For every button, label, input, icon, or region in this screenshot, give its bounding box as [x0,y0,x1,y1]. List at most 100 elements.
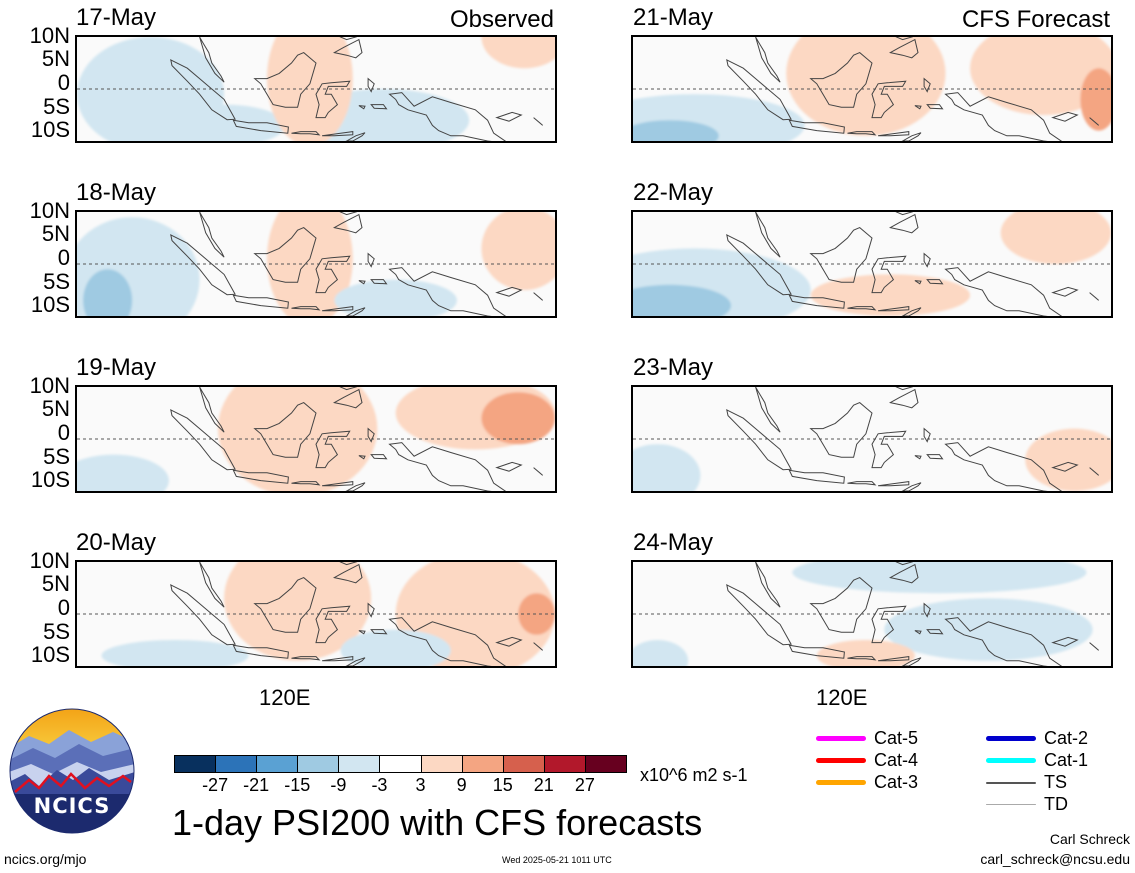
coastline [871,255,907,294]
colorbar-units: x10^6 m2 s-1 [640,765,748,785]
coastline [232,119,289,134]
coastline [878,131,910,137]
coastline [726,583,792,646]
coastline [878,306,910,312]
anomaly-negative [633,284,732,316]
legend-label: Cat-5 [874,728,919,748]
lat-label: 10N [29,23,70,48]
map-panel [631,560,1113,668]
coastline [889,38,919,59]
colorbar-swatch [215,755,258,773]
coastline [322,306,354,312]
colorbar-swatch [379,755,422,773]
colorbar-tick: 9 [456,775,467,795]
panel-date: 22-May [633,179,714,206]
legend-swatch [986,758,1036,763]
coastline [388,267,507,316]
coastline [944,267,1063,316]
map-panel [75,385,557,493]
coastline [358,280,366,285]
colorbar-tick: 15 [492,775,513,795]
coastline [370,104,388,110]
anomaly-negative [334,279,457,316]
anomaly-negative [633,444,701,491]
lat-label: 10N [29,373,70,398]
anomaly-negative [83,269,133,316]
map-panel [75,35,557,143]
coastline [388,442,507,491]
coastline [809,227,873,283]
coastline [788,119,845,134]
coastline [388,92,507,141]
coastline [291,481,321,486]
coastline [889,213,919,234]
panel-tag: CFS Forecast [961,6,1110,33]
coastline [895,562,914,566]
map-canvas [633,387,1111,491]
coastline [333,563,363,584]
lon-label-right: 120E [816,685,868,710]
coastline [170,233,236,296]
coastline [367,427,375,443]
coastline [788,644,845,659]
colorbar-tick: -3 [371,775,388,795]
ncics-logo: NCICS [9,708,135,834]
panel-date: 23-May [633,354,714,381]
colorbar-tick: 21 [533,775,554,795]
coastline [895,387,914,391]
coastline [809,402,873,458]
coastline [788,469,845,484]
coastline [367,602,375,618]
coastline [333,38,363,59]
coastline [170,408,236,471]
coastline [914,630,922,635]
author-email: carl_schreck@ncsu.edu [980,851,1130,867]
colorbar-tick: 27 [574,775,595,795]
colorbar-swatch [338,755,381,773]
map-panel [631,210,1113,318]
coastline [1051,636,1079,647]
map-canvas [77,212,555,316]
coastline [788,294,845,309]
coastline [755,212,781,258]
anomaly-positive [217,387,378,491]
coastline [847,306,877,311]
anomaly-negative [792,562,1087,594]
coastline [370,279,388,285]
coastline [926,279,944,285]
panel-tag: Observed [449,6,554,33]
coastline [315,255,351,294]
coastline [199,37,225,83]
coastline [847,131,877,136]
coastline [895,37,914,41]
map-panel [75,210,557,318]
coastline [367,252,375,268]
lat-label: 5S [43,619,70,644]
figure-title: 1-day PSI200 with CFS forecasts [172,802,703,843]
map-canvas [633,37,1111,141]
lat-label: 0 [57,70,70,95]
anomaly-positive [518,593,555,635]
colorbar [174,755,627,773]
lat-label: 5S [43,269,70,294]
legend-swatch [986,804,1036,805]
colorbar-tick: -15 [284,775,311,795]
coastline [878,656,910,662]
coastline [809,52,873,108]
coastline [322,131,354,137]
coastline [322,481,354,487]
coastline [495,461,523,472]
legend-label: Cat-4 [874,750,919,770]
anomaly-negative [884,598,1093,661]
lat-label: 5S [43,94,70,119]
legend-label: Cat-3 [874,772,919,792]
coastline [291,131,321,136]
coastline [878,481,910,487]
lat-label: 0 [57,245,70,270]
lat-label: 5S [43,444,70,469]
colorbar-swatch [584,755,627,773]
coastline [1089,117,1100,126]
panel-date: 18-May [76,179,157,206]
coastline [895,212,914,216]
legend-label: TS [1044,772,1068,792]
